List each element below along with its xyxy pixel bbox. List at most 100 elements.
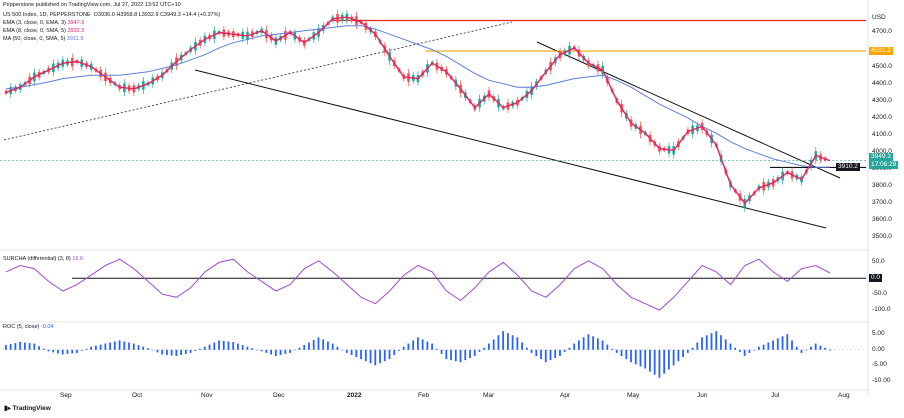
roc-bar [341,349,344,351]
roc-bar [805,349,808,351]
roc-bar [388,349,391,360]
roc-bar [142,346,145,350]
roc-bar [184,349,187,354]
roc-bar [123,341,126,350]
roc-bar [630,349,632,363]
roc-bar [682,349,684,358]
roc-bar [639,349,642,367]
roc-bar [720,335,722,350]
roc-bar [383,349,386,362]
roc-bar [237,343,239,350]
osc-tick-label: -50.0 [872,290,887,298]
roc-bar [57,349,59,354]
roc-value: -0.04 [40,324,54,330]
price-tick-label: 4500.0 [872,62,892,70]
roc-bar [705,335,708,350]
roc-tick-label: 5.00 [872,330,885,338]
roc-bar [620,349,623,356]
roc-bar [312,339,315,350]
roc-bar [303,345,306,350]
roc-bar [701,337,703,350]
roc-bar [345,349,348,353]
roc-bar [568,347,571,350]
roc-bar [28,343,31,350]
roc-bar [559,349,561,356]
roc-bar [128,342,130,350]
roc-bar [241,345,244,350]
roc-bar [469,349,471,359]
ma50-legend[interactable]: MA (50, close, 0, SMA, 5) 3911.9 [3,36,83,43]
roc-bar [350,349,353,355]
roc-bar [748,349,751,353]
roc-bar [601,340,604,350]
roc-bar [38,346,40,350]
roc-bar [90,346,93,350]
brand-label: TradingView [12,405,51,412]
roc-bar [118,340,121,350]
ma50-value: 3911.9 [66,36,84,42]
price-tick-label: 4000.0 [872,148,892,156]
roc-bar [14,343,17,350]
ema3-legend[interactable]: EMA (3, close, 0, EMA, 3) 3947.9 [3,20,84,27]
price-tick-label: 4200.0 [872,113,892,121]
roc-bar [729,343,732,350]
roc-bar [251,348,254,350]
roc-bar [611,348,613,350]
roc-bar [478,349,481,352]
roc-legend[interactable]: ROC (5, close) -0.04 [3,324,53,331]
roc-bar [757,346,760,350]
roc-bar [686,349,689,353]
roc-bar [653,349,656,375]
roc-tick-label: -5.00 [872,361,887,369]
time-tick-label: Jul [771,392,780,399]
price-tick-label: 4700.0 [872,28,892,36]
osc-legend[interactable]: SURCHA (differential) (3, 8) 16.6 [3,256,83,263]
roc-bar [289,349,291,353]
roc-bar [516,337,519,350]
roc-bar [317,337,320,350]
roc-bar [85,348,88,350]
roc-bar [194,349,197,351]
symbol-ohlc-line: US 500 Index, 1D, PEPPERSTONE O3936.0 H3… [3,12,220,19]
roc-bar [578,340,580,350]
roc-bar [492,339,495,350]
countdown-badge: 17:06:29 [869,160,899,169]
current-price-badge: 3949.3 [869,152,893,161]
roc-bar [402,346,405,350]
time-tick-label: Nov [201,392,213,399]
roc-bar [355,349,358,358]
roc-bar [450,349,452,361]
ema-line [5,16,831,205]
support-price-badge: 4591.2 [869,47,893,56]
ema8-legend[interactable]: EMA (8, close, 0, SMA, 5) 3932.3 [3,28,84,35]
roc-bar [810,346,812,350]
roc-bar [199,348,201,350]
time-tick-label: Mar [483,392,495,399]
roc-bar [535,349,538,356]
roc-bar [511,335,514,350]
price-tick-label: 4100.0 [872,130,892,138]
roc-bar [549,349,552,361]
time-tick-label: Sep [60,392,72,399]
roc-bar [308,342,310,350]
roc-bar [42,348,45,350]
ema3-value: 3947.9 [67,20,85,26]
roc-bar [615,349,618,353]
roc-bar [109,342,111,350]
roc-bar [407,343,410,350]
ma-value-badge: 3910.2 [836,163,860,172]
roc-bar [270,349,272,355]
roc-bar [421,339,424,350]
tradingview-logo[interactable]: ▮▸ TradingView [4,404,51,412]
roc-bar [506,333,509,350]
roc-bar [327,341,329,350]
roc-bar [213,342,216,350]
roc-title: ROC (5, close) [3,324,40,330]
roc-bar [412,340,415,350]
time-tick-label: Jun [697,392,708,399]
roc-bar [786,334,789,350]
roc-bar [440,349,443,354]
roc-bar [147,348,149,350]
roc-bar [47,349,50,352]
